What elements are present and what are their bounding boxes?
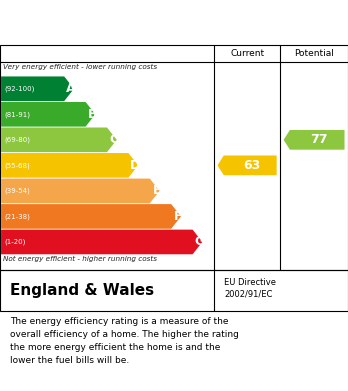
Text: B: B [88, 108, 97, 121]
Polygon shape [1, 153, 138, 178]
Text: F: F [174, 210, 182, 223]
Text: (1-20): (1-20) [4, 239, 25, 245]
Text: The energy efficiency rating is a measure of the
overall efficiency of a home. T: The energy efficiency rating is a measur… [10, 317, 239, 365]
Text: E: E [152, 185, 161, 197]
Polygon shape [284, 130, 345, 150]
Text: (92-100): (92-100) [4, 86, 34, 92]
Text: D: D [130, 159, 141, 172]
Text: (81-91): (81-91) [4, 111, 30, 118]
Text: G: G [195, 235, 205, 248]
Text: (39-54): (39-54) [4, 188, 30, 194]
Text: Not energy efficient - higher running costs: Not energy efficient - higher running co… [3, 256, 158, 262]
Text: Very energy efficient - lower running costs: Very energy efficient - lower running co… [3, 64, 158, 70]
Text: (55-68): (55-68) [4, 162, 30, 169]
Text: (21-38): (21-38) [4, 213, 30, 220]
Polygon shape [1, 179, 159, 203]
Polygon shape [1, 230, 203, 254]
Polygon shape [1, 127, 117, 152]
Text: Energy Efficiency Rating: Energy Efficiency Rating [10, 15, 220, 30]
Text: Current: Current [230, 49, 264, 58]
Text: 63: 63 [244, 159, 261, 172]
Text: (69-80): (69-80) [4, 136, 30, 143]
Text: A: A [66, 82, 76, 95]
Text: England & Wales: England & Wales [10, 283, 155, 298]
Text: 77: 77 [310, 133, 328, 146]
Polygon shape [218, 156, 277, 175]
Text: Potential: Potential [294, 49, 334, 58]
Polygon shape [1, 76, 74, 101]
Text: C: C [109, 133, 119, 146]
Polygon shape [1, 102, 95, 127]
Text: EU Directive
2002/91/EC: EU Directive 2002/91/EC [224, 278, 276, 299]
Polygon shape [1, 204, 181, 229]
